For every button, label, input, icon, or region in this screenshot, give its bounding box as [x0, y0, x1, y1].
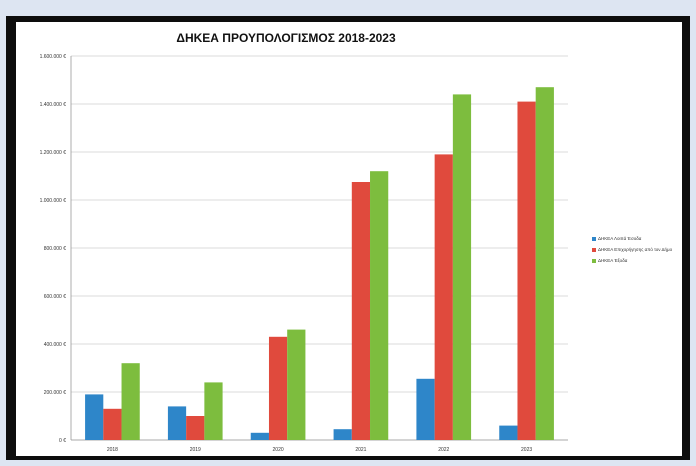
- bar-2020-series-3: [287, 329, 306, 440]
- legend-label: ΔΗΚΕΑ Λοιπά Έσοδα: [598, 236, 642, 241]
- legend-item: ΔΗΚΕΑ Έξοδα: [592, 258, 682, 263]
- plot-area: 0 € 200.000 € 400.000 € 600.000 € 800.000 € 1…: [40, 54, 568, 453]
- bar-2021-series-3: [370, 171, 389, 440]
- legend-label: ΔΗΚΕΑ Επιχορήγησης από τον Δήμο: [598, 247, 673, 252]
- x-tick-label: 2021: [355, 447, 366, 453]
- x-tick-label: 2023: [521, 447, 532, 453]
- legend-label: ΔΗΚΕΑ Έξοδα: [598, 258, 628, 263]
- bar-2018-series-3: [121, 363, 140, 440]
- y-tick-label: 1.200.000 €: [40, 150, 67, 156]
- legend-item: ΔΗΚΕΑ Λοιπά Έσοδα: [592, 236, 682, 241]
- bar-2019-series-2: [186, 416, 205, 440]
- legend-swatch: [592, 236, 596, 241]
- x-tick-label: 2019: [190, 447, 201, 453]
- bar-2020-series-2: [268, 336, 288, 440]
- bar-2018-series-1: [85, 394, 104, 440]
- y-tick-label: 800.000 €: [44, 246, 66, 252]
- x-tick-label: 2018: [107, 447, 118, 453]
- bar-2023-series-2: [517, 101, 536, 440]
- bar-2021-series-1: [333, 429, 352, 440]
- bar-2023-series-3: [535, 87, 554, 440]
- bar-2022-series-2: [434, 154, 453, 440]
- x-tick-label: 2022: [438, 447, 449, 453]
- bar-2018-series-2: [103, 408, 122, 440]
- legend: ΔΗΚΕΑ Λοιπά Έσοδα ΔΗΚΕΑ Επιχορήγησης από …: [592, 236, 682, 269]
- y-tick-label: 0 €: [59, 438, 66, 444]
- bar-2020-series-1: [250, 432, 269, 440]
- bar-2019-series-3: [204, 382, 223, 440]
- x-tick-label: 2020: [273, 447, 284, 453]
- chart-panel: ΔΗΚΕΑ ΠΡΟΥΠΟΛΟΓΙΣΜΟΣ 2018-2023 0 € 200.00…: [16, 22, 682, 456]
- y-tick-label: 1.600.000 €: [40, 54, 67, 60]
- y-tick-label: 400.000 €: [44, 342, 66, 348]
- bar-2021-series-2: [351, 182, 371, 440]
- chart-title: ΔΗΚΕΑ ΠΡΟΥΠΟΛΟΓΙΣΜΟΣ 2018-2023: [176, 31, 396, 45]
- y-tick-label: 1.000.000 €: [40, 198, 67, 204]
- legend-swatch: [592, 247, 596, 252]
- bar-2023-series-1: [499, 425, 518, 440]
- legend-swatch: [592, 258, 596, 263]
- legend-item: ΔΗΚΕΑ Επιχορήγησης από τον Δήμο: [592, 247, 682, 252]
- y-tick-label: 600.000 €: [44, 294, 66, 300]
- y-tick-label: 1.400.000 €: [40, 102, 67, 108]
- y-tick-label: 200.000 €: [44, 390, 66, 396]
- bar-2019-series-1: [167, 406, 187, 440]
- bar-2022-series-1: [416, 378, 435, 440]
- bar-2022-series-3: [452, 94, 472, 441]
